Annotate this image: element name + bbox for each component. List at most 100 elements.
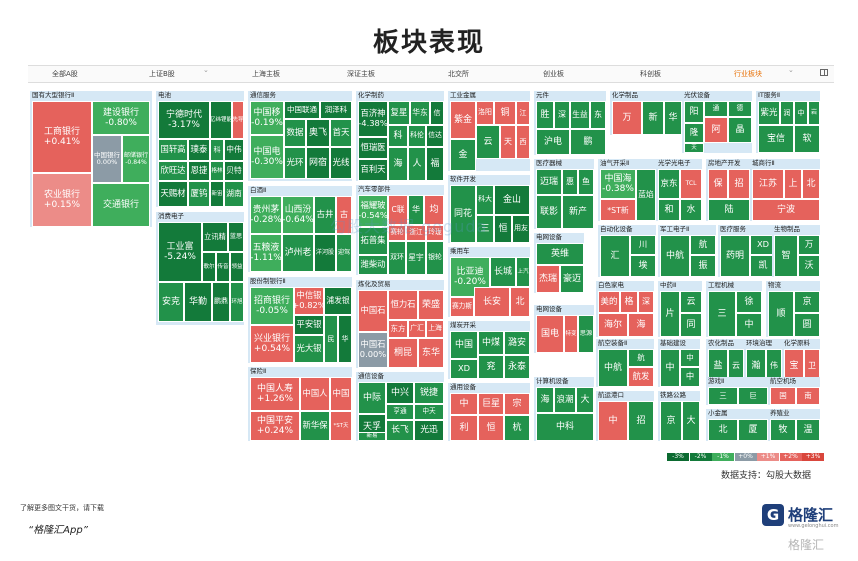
stock-tile[interactable]: 深: [638, 291, 654, 313]
stock-tile[interactable]: 百济神 -4.38%: [358, 101, 388, 137]
stock-tile[interactable]: 拓普集: [358, 227, 388, 255]
stock-tile[interactable]: 蓝思: [228, 222, 244, 252]
stock-tile[interactable]: 国电: [536, 315, 564, 353]
stock-tile[interactable]: 美的: [598, 291, 620, 313]
stock-tile[interactable]: 新宙: [210, 181, 224, 207]
stock-tile[interactable]: 中国人: [300, 377, 330, 411]
stock-tile[interactable]: 永泰: [504, 355, 530, 379]
stock-tile[interactable]: 工业富 -5.24%: [158, 222, 202, 282]
sector-block[interactable]: 工程机械三 徐中: [706, 281, 762, 337]
stock-tile[interactable]: 中国海 -0.38%: [600, 169, 636, 199]
stock-tile[interactable]: 玲珑: [426, 225, 444, 241]
stock-tile[interactable]: 招: [728, 169, 750, 199]
stock-tile[interactable]: 赛轮: [388, 225, 406, 241]
stock-tile[interactable]: 天: [500, 125, 516, 159]
stock-tile[interactable]: 银轮: [426, 241, 444, 275]
stock-tile[interactable]: 通: [704, 101, 728, 117]
stock-tile[interactable]: 思源: [578, 315, 594, 353]
sector-block[interactable]: 房地产开发保招陆: [706, 159, 750, 221]
stock-tile[interactable]: 厦: [738, 419, 768, 441]
sector-block[interactable]: 农化制品盐云: [706, 339, 744, 383]
sector-block[interactable]: 医疗器械 迈瑞惠鱼联影 新产: [534, 159, 594, 229]
stock-tile[interactable]: 中国电 -0.30%: [250, 135, 284, 179]
stock-tile[interactable]: 招商银行 -0.05%: [250, 287, 294, 325]
stock-tile[interactable]: 中: [598, 401, 628, 441]
stock-tile[interactable]: 京: [660, 401, 682, 441]
chevron-down-icon[interactable]: ⌄: [203, 66, 209, 74]
sector-block[interactable]: 化学制药 百济神 -4.38% 复星 华东信恒瑞医科科伦 信达 百利天海人福: [356, 91, 444, 181]
stock-tile[interactable]: 盐: [708, 349, 728, 383]
sector-block[interactable]: 股份制银行Ⅱ招商银行-0.05%中信银+0.82%浦发银平安银民华兴业银行+0.…: [248, 277, 352, 363]
stock-tile[interactable]: 农业银行 +0.15%: [32, 173, 92, 227]
stock-tile[interactable]: 立讯精: [202, 222, 228, 252]
stock-tile[interactable]: 招: [628, 401, 654, 441]
stock-tile[interactable]: 京: [794, 291, 820, 313]
stock-tile[interactable]: 江苏: [752, 169, 784, 199]
stock-tile[interactable]: 奥飞: [306, 119, 330, 147]
sector-block[interactable]: 化学制品万 新华: [610, 91, 682, 135]
stock-tile[interactable]: 牧: [770, 419, 796, 441]
stock-tile[interactable]: 领益: [230, 252, 244, 282]
stock-tile[interactable]: 天: [684, 143, 704, 153]
stock-tile[interactable]: 阳: [684, 101, 704, 123]
stock-tile[interactable]: 中航: [660, 235, 690, 277]
tab-5[interactable]: 创业板: [543, 70, 564, 78]
stock-tile[interactable]: 联影: [536, 195, 562, 229]
sector-block[interactable]: 自动化设备汇 川埃: [598, 225, 656, 277]
stock-tile[interactable]: 建设银行 -0.80%: [92, 101, 150, 135]
stock-tile[interactable]: 五粮液 -1.11%: [250, 234, 282, 272]
stock-tile[interactable]: 生益: [570, 101, 590, 129]
stock-tile[interactable]: *ST天: [330, 411, 352, 441]
tab-0[interactable]: 全部A股: [52, 70, 78, 78]
stock-tile[interactable]: 埃: [630, 255, 656, 277]
stock-tile[interactable]: 科伦: [408, 125, 426, 147]
stock-tile[interactable]: 东方: [388, 320, 408, 338]
stock-tile[interactable]: 中国联通: [284, 101, 320, 119]
stock-tile[interactable]: 三: [708, 291, 736, 337]
stock-tile[interactable]: 北: [802, 169, 820, 199]
stock-tile[interactable]: 先导: [232, 101, 244, 139]
stock-tile[interactable]: 浪潮: [554, 387, 576, 413]
stock-tile[interactable]: 中国银行 0.00%: [92, 135, 122, 183]
stock-tile[interactable]: 华东: [410, 101, 430, 125]
sector-block[interactable]: 电网设备 国电 特变 思源: [534, 305, 594, 353]
stock-tile[interactable]: 交通银行: [92, 183, 150, 227]
stock-tile[interactable]: 平安银: [294, 315, 324, 335]
stock-tile[interactable]: 陆: [708, 199, 750, 221]
stock-tile[interactable]: 同: [680, 313, 702, 337]
stock-tile[interactable]: 大: [682, 401, 700, 441]
stock-tile[interactable]: 三: [708, 387, 738, 405]
stock-tile[interactable]: 大: [576, 387, 594, 413]
stock-tile[interactable]: 福耀玻 -0.54%: [358, 195, 388, 227]
stock-tile[interactable]: 杰瑞: [536, 265, 560, 293]
stock-tile[interactable]: 宁德时代 -3.17%: [158, 101, 210, 139]
sector-block[interactable]: 煤炭开采 中国 中煤 潞安 XD 兖永泰: [448, 321, 530, 379]
stock-tile[interactable]: 古: [336, 196, 352, 234]
stock-tile[interactable]: 泸州老: [282, 234, 314, 272]
stock-tile[interactable]: 润泽科: [320, 101, 352, 119]
sector-block[interactable]: 计算机设备海浪潮大中科: [534, 377, 594, 441]
stock-tile[interactable]: 顺: [768, 291, 794, 337]
stock-tile[interactable]: 豪迈: [560, 265, 584, 293]
sector-block[interactable]: 中药Ⅱ 片云同: [658, 281, 702, 337]
sector-block[interactable]: 铁路公路京大: [658, 391, 700, 441]
stock-tile[interactable]: 光环: [284, 147, 306, 179]
stock-tile[interactable]: 信达: [426, 125, 444, 147]
stock-tile[interactable]: 沪电: [536, 129, 570, 155]
stock-tile[interactable]: 兴业银行 +0.54%: [250, 325, 294, 363]
stock-tile[interactable]: 圆: [794, 313, 820, 337]
sector-block[interactable]: 工业金属 紫金 洛阳铜江云 天西金: [448, 91, 530, 171]
stock-tile[interactable]: 宝信: [758, 125, 794, 153]
stock-tile[interactable]: 中科: [536, 413, 594, 441]
stock-tile[interactable]: 恒瑞医: [358, 137, 388, 159]
stock-tile[interactable]: 欣旺达: [158, 161, 188, 181]
sector-block[interactable]: IT服务Ⅱ 紫光润中岩宝信 软: [756, 91, 820, 153]
stock-tile[interactable]: 沃: [798, 255, 820, 277]
stock-tile[interactable]: 中: [450, 393, 478, 415]
stock-tile[interactable]: 格林: [210, 161, 224, 181]
stock-tile[interactable]: 深: [554, 101, 570, 129]
stock-tile[interactable]: 中国: [330, 377, 352, 411]
sector-block[interactable]: 元件胜深生益东沪电 鹏: [534, 91, 606, 155]
stock-tile[interactable]: 晶: [728, 117, 752, 143]
stock-tile[interactable]: 同花: [450, 185, 476, 243]
